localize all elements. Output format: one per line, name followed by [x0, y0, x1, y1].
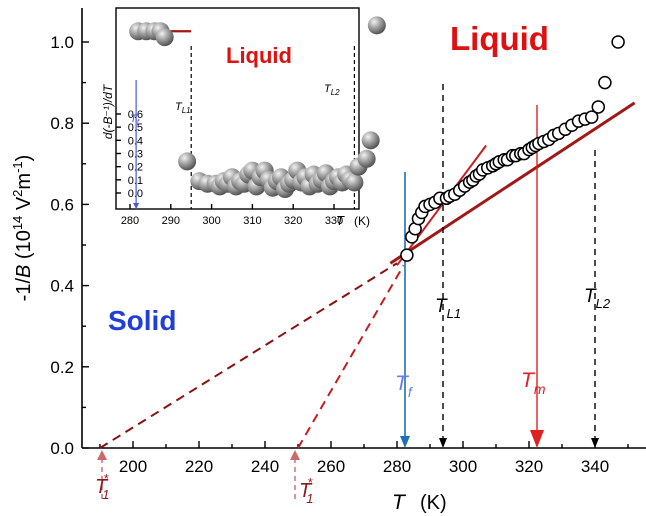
y-tick-label: 0.8 [50, 114, 74, 133]
solid-label: Solid [108, 305, 176, 336]
x-tick-label: 220 [185, 457, 213, 476]
tl2-arrowhead [591, 438, 599, 448]
inset-plot: 280 290 300 310 320 3300.00.10.20.30.40.50.6 … [101, 7, 386, 228]
inset-tf-label: Tf [130, 113, 140, 127]
y-tick-label: 0.6 [50, 195, 74, 214]
inset-y-tick-label: 0.2 [128, 162, 143, 174]
y-axis-label: -1/B (1014 V2m-1) [10, 155, 35, 302]
y-tick-label: 0.4 [50, 277, 74, 296]
tm-label: Tm [521, 369, 546, 397]
fit-line [99, 262, 398, 449]
inset-tl2-label: TL2 [324, 83, 340, 97]
x-tick-label: 320 [515, 457, 543, 476]
inset-data-point [345, 173, 364, 192]
x-tick-label: 260 [317, 457, 345, 476]
inset-x-tick-label: 280 [121, 215, 139, 227]
inset-y-tick-label: 0.5 [128, 122, 143, 134]
inset-y-tick-label: 0.1 [128, 175, 143, 187]
tf-arrowhead [400, 436, 410, 448]
t1star-right-arrowhead [290, 450, 300, 460]
data-point [584, 110, 599, 124]
data-point [591, 100, 606, 114]
inset-y-label: d(-B⁻¹)/dT [101, 83, 115, 139]
temperature-markers: Tf Tm TL1 TL2 T* 1 T* 1 [95, 84, 611, 506]
inset-data-point [357, 149, 376, 168]
y-tick-label: 0.0 [50, 439, 74, 458]
tl2-label: TL2 [584, 286, 611, 311]
main-data-points [400, 35, 625, 262]
inset-y-tick-label: 0.6 [128, 109, 143, 121]
tl1-label: TL1 [435, 296, 461, 321]
inset-x-symbol: T [336, 213, 345, 228]
data-point [598, 75, 612, 90]
inset-x-tick-label: 310 [243, 215, 261, 227]
tm-arrowhead [530, 430, 544, 448]
t1star-left-arrowhead [97, 450, 107, 460]
x-axis-label: T (K) [392, 491, 447, 514]
data-point [611, 35, 625, 49]
inset-x-tick-label: 320 [284, 215, 302, 227]
inset-x-tick-label: 330 [325, 215, 343, 227]
inset-y-tick-label: 0.0 [128, 188, 143, 200]
x-tick-label: 340 [581, 457, 609, 476]
inset-tf-arrowhead [133, 203, 140, 209]
t1star-left-label: T* 1 [95, 471, 110, 502]
inset-data-point [367, 16, 386, 35]
inset-data-point [361, 131, 380, 150]
svg-text:-1/B (1014 V2m-1): -1/B (1014 V2m-1) [10, 155, 35, 302]
fit-line [396, 144, 487, 266]
liquid-label: Liquid [450, 20, 549, 57]
inset-x-tick-label: 290 [162, 215, 180, 227]
tl1-arrowhead [439, 438, 447, 448]
inset-axis-ticks: 280 290 300 310 320 330 0.00.10.2 0.30.40.50.6 [116, 109, 343, 227]
fit-line [389, 101, 636, 265]
y-tick-label: 1.0 [50, 33, 74, 52]
inset-tl1-label: TL1 [175, 101, 191, 115]
inset-x-unit: (K) [354, 214, 370, 228]
tf-label: Tf [395, 372, 414, 400]
x-axis-symbol: T [392, 491, 407, 514]
x-tick-label: 300 [449, 457, 477, 476]
x-axis-unit: (K) [420, 492, 447, 514]
inset-data-points [129, 16, 386, 199]
y-tick-label: 0.2 [50, 358, 74, 377]
x-tick-label: 280 [383, 457, 411, 476]
inset-liquid-label: Liquid [226, 43, 292, 68]
inset-data-point [178, 152, 197, 171]
data-point [400, 248, 414, 262]
inset-y-tick-label: 0.3 [128, 148, 143, 160]
fit-line [297, 264, 405, 449]
inset-y-tick-label: 0.4 [128, 135, 143, 147]
inset-x-tick-label: 300 [202, 215, 220, 227]
x-tick-label: 200 [119, 457, 147, 476]
inset-data-point [155, 28, 174, 47]
t1star-right-label: T* 1 [299, 475, 314, 506]
fit-lines [99, 101, 636, 449]
main-axis-ticks: 200 220 240 260 280 300 320 340 0.0 0.2 0.4 0.6 0.8 1… [50, 33, 629, 476]
x-tick-label: 240 [251, 457, 279, 476]
